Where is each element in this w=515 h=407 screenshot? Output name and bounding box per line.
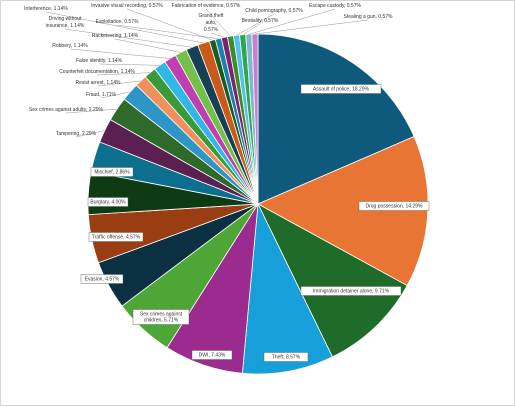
slice-label-text: Resist arrest, 1.14% bbox=[75, 80, 121, 86]
slice-label-text: Assault of police, 18.29% bbox=[313, 87, 370, 93]
label-invasive-visual-recording: Invasive visual recording, 0.57% bbox=[91, 3, 213, 41]
slice-label-text: Stealing a gun, 0.57% bbox=[344, 14, 393, 20]
label-fabrication-of-evidence: Fabrication of evidence, 0.57% bbox=[172, 3, 241, 37]
label-immigration-detainer-alone: Immigration detainer alone, 9.71% bbox=[300, 286, 402, 296]
slice-immigration-detainer-alone bbox=[257, 203, 408, 358]
label-bestiality: Bestiality, 0.57% bbox=[242, 18, 279, 35]
slice-assault-of-police bbox=[257, 33, 415, 205]
label-escape-custody: Escape custody, 0.57% bbox=[248, 3, 361, 35]
leader-line bbox=[98, 63, 160, 66]
slice-label-text: 0.57% bbox=[204, 27, 219, 33]
slice-label-text: insurance, 1.14% bbox=[46, 23, 85, 29]
slice-label-text: Interference, 1.14% bbox=[24, 6, 68, 12]
slice-label-text: Burglary, 4.00% bbox=[90, 200, 126, 206]
slice-label-text: Exploitation, 0.57% bbox=[96, 19, 139, 25]
slice-label-text: Racketeering, 1.14% bbox=[92, 33, 139, 39]
slice-label-text: Drug possession, 14.29% bbox=[366, 204, 424, 210]
label-racketeering: Racketeering, 1.14% bbox=[92, 33, 181, 53]
label-box bbox=[263, 352, 309, 362]
slice-drug-possession bbox=[257, 136, 429, 287]
leader-line bbox=[205, 8, 231, 37]
label-counterfeit-documentation: Counterfeit documentation, 1.14% bbox=[59, 69, 151, 76]
label-box bbox=[300, 286, 402, 296]
slice-label-text: Tampering, 2.29% bbox=[56, 131, 97, 137]
label-box bbox=[90, 167, 134, 177]
label-evasion: Evasion, 4.57% bbox=[80, 274, 124, 284]
label-drug-possession: Drug possession, 14.29% bbox=[358, 201, 430, 211]
label-box bbox=[191, 350, 233, 360]
slice-theft bbox=[241, 202, 333, 375]
label-child-pornography: Child pornography, 0.57% bbox=[236, 8, 303, 36]
label-box bbox=[358, 201, 430, 211]
slice-label-text: Bestiality, 0.57% bbox=[242, 18, 279, 24]
label-interference: Interference, 1.14% bbox=[24, 6, 204, 44]
slice-label-text: Fabrication of evidence, 0.57% bbox=[172, 3, 241, 9]
slice-label-text: Immigration detainer alone, 9.71% bbox=[313, 289, 390, 295]
label-robbery: Robbery, 1.14% bbox=[52, 43, 171, 59]
leader-line bbox=[116, 24, 219, 39]
label-box bbox=[80, 274, 124, 284]
label-box bbox=[132, 309, 190, 325]
label-tampering: Tampering, 2.29% bbox=[56, 130, 105, 138]
slice-label-text: Fraud, 1.71% bbox=[86, 92, 117, 98]
label-sex-crimes-against-adults: Sex crimes against adults, 2.29% bbox=[29, 107, 117, 114]
leader-line bbox=[69, 48, 171, 59]
leader-line bbox=[96, 72, 151, 76]
slice-label-text: DWI, 7.43% bbox=[199, 353, 226, 359]
leader-line bbox=[45, 11, 204, 44]
slice-label-text: Sex crimes against bbox=[140, 312, 183, 318]
leader-line bbox=[114, 38, 181, 53]
label-box bbox=[87, 197, 129, 207]
leader-line bbox=[64, 28, 193, 48]
slice-label-text: Robbery, 1.14% bbox=[52, 43, 88, 49]
label-mischief: Mischief, 2.86% bbox=[90, 167, 134, 177]
slice-label-text: Grand theft bbox=[198, 13, 224, 19]
label-dwi: DWI, 7.43% bbox=[191, 350, 233, 360]
label-false-identity: False identity, 1.14% bbox=[76, 58, 160, 66]
slice-label-text: False identity, 1.14% bbox=[76, 58, 123, 64]
leader-line bbox=[210, 32, 225, 38]
slice-label-text: Sex crimes against adults, 2.29% bbox=[29, 107, 103, 113]
label-traffic-offense: Traffic offense, 4.57% bbox=[88, 232, 144, 242]
slice-label-text: auto, bbox=[205, 20, 216, 26]
pie-labels: Assault of police, 18.29% Drug possession… bbox=[24, 3, 430, 362]
slice-label-text: Driving without bbox=[49, 16, 82, 22]
slice-label-text: children, 5.71% bbox=[144, 318, 179, 324]
slice-label-text: Escape custody, 0.57% bbox=[309, 3, 361, 9]
slice-label-text: Child pornography, 0.57% bbox=[245, 8, 303, 14]
leader-line bbox=[242, 23, 261, 35]
label-box bbox=[300, 84, 382, 94]
label-burglary: Burglary, 4.00% bbox=[87, 197, 129, 207]
label-assault-of-police: Assault of police, 18.29% bbox=[300, 84, 382, 94]
slice-label-text: Counterfeit documentation, 1.14% bbox=[59, 69, 135, 75]
leader-line bbox=[75, 130, 105, 138]
label-fraud: Fraud, 1.71% bbox=[86, 91, 131, 99]
slice-label-text: Evasion, 4.57% bbox=[85, 277, 120, 283]
slice-label-text: Theft, 8.57% bbox=[272, 355, 301, 361]
label-stealing-a-gun: Stealing a gun, 0.57% bbox=[254, 14, 393, 35]
label-box bbox=[88, 232, 144, 242]
leader-line bbox=[236, 13, 275, 36]
slice-label-text: Mischief, 2.86% bbox=[94, 170, 130, 176]
label-resist-arrest: Resist arrest, 1.14% bbox=[75, 80, 141, 87]
leader-line bbox=[254, 19, 369, 35]
leader-line bbox=[126, 8, 213, 41]
leader-line bbox=[100, 91, 131, 99]
label-theft: Theft, 8.57% bbox=[263, 352, 309, 362]
leader-line bbox=[97, 80, 141, 87]
leader-line bbox=[248, 8, 336, 35]
leader-line bbox=[65, 108, 117, 114]
label-exploitation: Exploitation, 0.57% bbox=[96, 19, 219, 39]
slice-label-text: Invasive visual recording, 0.57% bbox=[91, 3, 163, 9]
slice-label-text: Traffic offense, 4.57% bbox=[92, 235, 141, 241]
